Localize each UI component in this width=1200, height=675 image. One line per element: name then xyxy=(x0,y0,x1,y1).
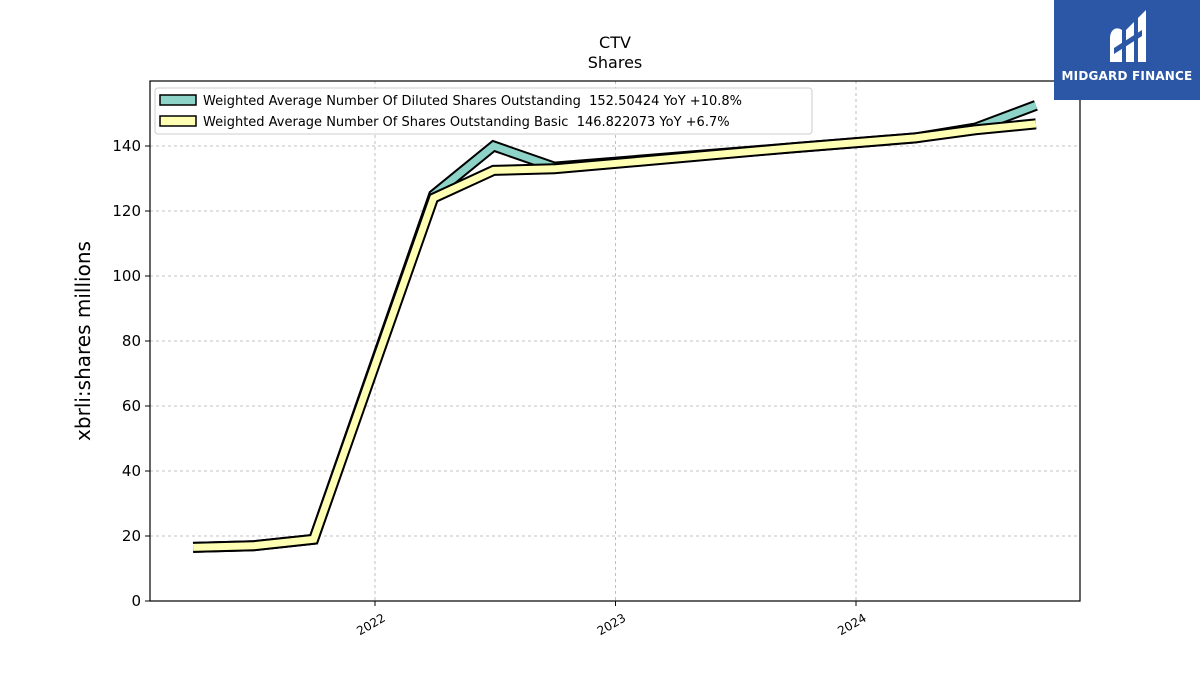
y-tick-label: 40 xyxy=(122,462,141,480)
series-line-outline xyxy=(192,100,1038,553)
logo-mark-icon xyxy=(1110,10,1146,63)
legend-swatch-basic xyxy=(159,115,197,127)
legend-box xyxy=(154,87,813,135)
series-lines xyxy=(192,100,1038,553)
y-tick-label: 140 xyxy=(112,137,141,155)
axes xyxy=(145,80,1081,606)
series-line-outline xyxy=(192,118,1037,553)
x-tick-label: 2023 xyxy=(595,611,628,638)
tick-labels: 0 20 40 60 80 100 120 140 2022 2023 2024 xyxy=(112,137,868,638)
x-tick-label: 2022 xyxy=(354,611,387,638)
chart-subtitle: Shares xyxy=(588,53,643,72)
legend-label-diluted: Weighted Average Number Of Diluted Share… xyxy=(203,94,742,109)
y-tick-label: 100 xyxy=(112,267,141,285)
plot-frame xyxy=(149,80,1081,602)
logo-text: MIDGARD FINANCE xyxy=(1061,69,1193,83)
legend: Weighted Average Number Of Diluted Share… xyxy=(154,87,813,135)
series-line xyxy=(193,120,1037,551)
y-tick-label: 120 xyxy=(112,202,141,220)
legend-label-basic: Weighted Average Number Of Shares Outsta… xyxy=(203,115,730,130)
series-line xyxy=(193,102,1038,551)
y-tick-label: 0 xyxy=(131,592,141,610)
chart-title: CTV xyxy=(599,33,631,52)
series-1 xyxy=(192,118,1037,553)
y-axis-label: xbrli:shares millions xyxy=(71,241,95,441)
grid-lines xyxy=(150,81,1080,602)
y-tick-label: 60 xyxy=(122,397,141,415)
legend-swatch-diluted xyxy=(159,94,197,106)
brand-logo: MIDGARD FINANCE xyxy=(1054,0,1200,100)
x-tick-label: 2024 xyxy=(835,611,868,638)
y-tick-label: 20 xyxy=(122,527,141,545)
y-tick-label: 80 xyxy=(122,332,141,350)
series-0 xyxy=(192,100,1038,553)
